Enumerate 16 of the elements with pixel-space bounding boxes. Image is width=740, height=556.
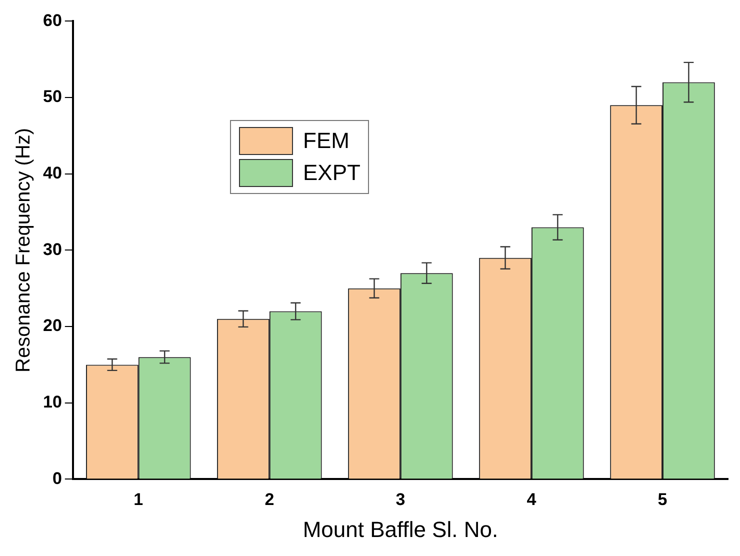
legend-label: EXPT bbox=[303, 160, 360, 186]
y-tick-label: 20 bbox=[42, 316, 62, 336]
y-tick-label: 30 bbox=[42, 240, 62, 259]
legend-label: FEM bbox=[303, 128, 350, 154]
x-tick-label: 3 bbox=[396, 490, 406, 510]
y-axis-title: Resonance Frequency (Hz) bbox=[12, 128, 35, 372]
x-tick-label: 5 bbox=[658, 490, 668, 510]
x-tick-label: 4 bbox=[526, 490, 537, 510]
y-tick-label: 60 bbox=[42, 10, 62, 30]
x-tick-label: 2 bbox=[264, 490, 274, 510]
x-axis-title: Mount Baffle Sl. No. bbox=[302, 516, 498, 542]
y-tick-label: 0 bbox=[52, 468, 62, 488]
y-tick-label: 40 bbox=[42, 164, 62, 183]
x-tick-label: 1 bbox=[134, 490, 144, 510]
y-tick-label: 50 bbox=[42, 87, 62, 106]
y-tick-label: 10 bbox=[42, 392, 62, 412]
